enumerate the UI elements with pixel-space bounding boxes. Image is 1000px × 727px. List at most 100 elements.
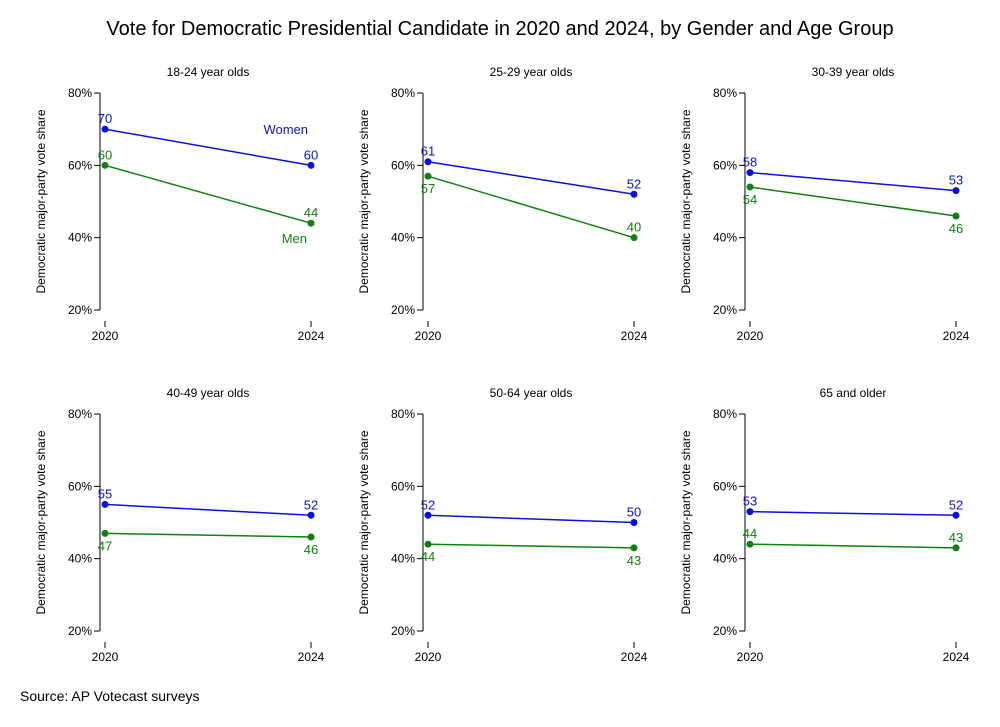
women-point — [307, 161, 315, 169]
panel-title: 30-39 year olds — [812, 65, 895, 79]
women-data-label: 53 — [949, 173, 963, 188]
women-point — [630, 190, 638, 198]
y-tick-label: 60% — [391, 158, 415, 172]
y-tick-label: 80% — [391, 86, 415, 100]
y-tick-label: 40% — [713, 552, 737, 566]
y-tick-label: 80% — [391, 407, 415, 421]
men-line — [104, 532, 312, 538]
chart-title: Vote for Democratic Presidential Candida… — [106, 18, 894, 40]
men-data-label: 46 — [304, 542, 318, 557]
men-line — [749, 543, 957, 549]
panel-title: 50-64 year olds — [490, 386, 573, 400]
women-line — [427, 514, 635, 524]
women-point — [630, 519, 638, 526]
men-point — [307, 533, 315, 541]
y-axis-label: Democratic major-party vote share — [34, 430, 48, 614]
men-line — [749, 186, 957, 217]
panel-title: 65 and older — [820, 386, 887, 400]
x-tick-label: 2024 — [943, 329, 970, 343]
x-tick-label: 2020 — [92, 650, 119, 664]
x-tick-label: 2020 — [415, 650, 442, 664]
men-data-label: 54 — [743, 192, 757, 207]
y-axis-label: Democratic major-party vote share — [679, 109, 693, 293]
y-axis-label: Democratic major-party vote share — [357, 430, 371, 614]
women-data-label: 60 — [304, 147, 318, 162]
legend-women: Women — [263, 122, 308, 137]
men-point — [630, 234, 638, 242]
men-line — [427, 543, 635, 549]
women-point — [424, 158, 432, 166]
y-tick-label: 60% — [68, 479, 92, 493]
y-tick-label: 20% — [68, 624, 92, 638]
women-data-label: 61 — [421, 144, 435, 159]
y-axis-label: Democratic major-party vote share — [34, 109, 48, 293]
men-line — [104, 164, 312, 224]
men-line — [427, 175, 635, 239]
women-point — [746, 508, 754, 516]
women-data-label: 52 — [949, 497, 963, 512]
x-tick-label: 2020 — [415, 329, 442, 343]
men-data-label: 47 — [98, 538, 112, 553]
men-data-label: 43 — [627, 553, 641, 568]
men-point — [424, 172, 432, 180]
panel-title: 25-29 year olds — [490, 65, 573, 79]
x-tick-label: 2024 — [621, 650, 648, 664]
x-tick-label: 2024 — [298, 650, 325, 664]
women-point — [101, 125, 109, 133]
source-note: Source: AP Votecast surveys — [20, 688, 200, 704]
women-data-label: 52 — [627, 176, 641, 191]
y-tick-label: 60% — [713, 479, 737, 493]
y-tick-label: 20% — [713, 303, 737, 317]
y-tick-label: 80% — [68, 407, 92, 421]
men-data-label: 60 — [98, 147, 112, 162]
women-data-label: 52 — [304, 497, 318, 512]
y-tick-label: 20% — [391, 624, 415, 638]
men-data-label: 43 — [949, 530, 963, 545]
women-data-label: 53 — [743, 494, 757, 509]
women-line — [749, 510, 957, 517]
women-point — [307, 511, 315, 519]
y-tick-label: 40% — [391, 552, 415, 566]
women-data-label: 50 — [627, 505, 641, 520]
women-point — [424, 511, 432, 519]
x-tick-label: 2020 — [92, 329, 119, 343]
women-line — [427, 160, 635, 196]
y-tick-label: 20% — [68, 303, 92, 317]
panel-4: 40-49 year olds Democratic major-party vo… — [34, 386, 325, 664]
legend-men: Men — [282, 231, 307, 246]
men-point — [952, 212, 960, 220]
men-point — [746, 183, 754, 191]
men-data-label: 44 — [304, 205, 318, 220]
women-line — [104, 503, 312, 517]
panel-3: 30-39 year olds Democratic major-party vo… — [679, 65, 970, 343]
panel-title: 40-49 year olds — [167, 386, 250, 400]
panel-2: 25-29 year olds Democratic major-party vo… — [357, 65, 648, 343]
men-data-label: 44 — [421, 549, 435, 564]
women-line — [749, 171, 957, 192]
x-tick-label: 2020 — [737, 329, 764, 343]
women-data-label: 70 — [98, 111, 112, 126]
y-tick-label: 40% — [68, 231, 92, 245]
women-point — [952, 511, 960, 519]
y-tick-label: 40% — [391, 231, 415, 245]
women-data-label: 55 — [98, 486, 112, 501]
men-data-label: 57 — [421, 181, 435, 196]
y-tick-label: 20% — [713, 624, 737, 638]
panel-6: 65 and older Democratic major-party vote … — [679, 386, 970, 664]
y-tick-label: 40% — [713, 231, 737, 245]
x-tick-label: 2024 — [621, 329, 648, 343]
y-tick-label: 60% — [713, 158, 737, 172]
men-point — [424, 540, 432, 548]
y-tick-label: 80% — [713, 86, 737, 100]
men-point — [101, 161, 109, 169]
women-data-label: 58 — [743, 155, 757, 170]
men-data-label: 44 — [743, 526, 757, 541]
x-tick-label: 2024 — [298, 329, 325, 343]
x-tick-label: 2024 — [943, 650, 970, 664]
panel-title: 18-24 year olds — [167, 65, 250, 79]
panel-5: 50-64 year olds Democratic major-party vo… — [357, 386, 648, 664]
men-point — [952, 544, 960, 552]
y-tick-label: 20% — [391, 303, 415, 317]
women-line — [104, 128, 312, 167]
